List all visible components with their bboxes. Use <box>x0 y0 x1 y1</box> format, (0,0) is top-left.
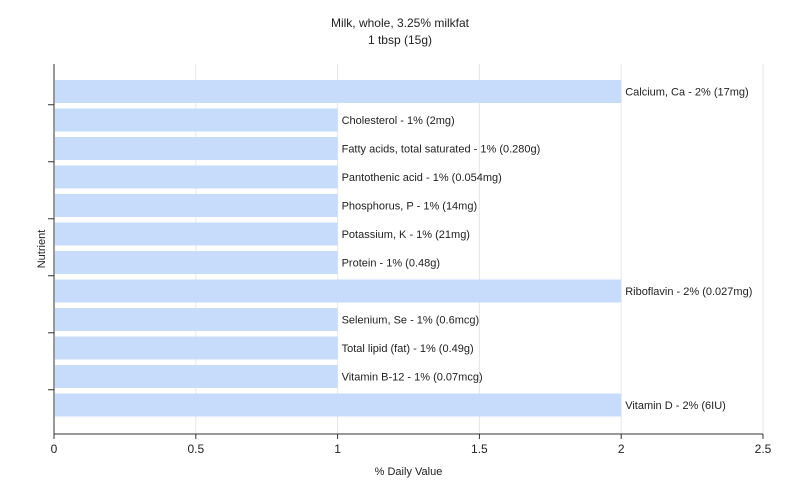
bar-label: Pantothenic acid - 1% (0.054mg) <box>342 172 502 184</box>
bar-label: Vitamin B-12 - 1% (0.07mcg) <box>342 372 483 384</box>
bar <box>55 308 338 331</box>
bar-label: Riboflavin - 2% (0.027mg) <box>625 286 752 298</box>
bar-label: Protein - 1% (0.48g) <box>342 258 440 270</box>
chart-title: Milk, whole, 3.25% milkfat <box>330 16 470 30</box>
bar-label: Potassium, K - 1% (21mg) <box>342 229 470 241</box>
bar-label: Calcium, Ca - 2% (17mg) <box>625 87 748 99</box>
bar-label: Fatty acids, total saturated - 1% (0.280… <box>342 144 541 156</box>
y-axis-label: Nutrient <box>36 229 48 269</box>
x-axis-label: % Daily Value <box>374 466 443 478</box>
bar <box>55 365 338 388</box>
x-tick-label: 0 <box>51 442 58 456</box>
bar <box>55 336 338 360</box>
bar <box>55 251 338 274</box>
bar <box>55 194 338 217</box>
bar <box>55 222 338 246</box>
bar <box>55 393 622 417</box>
bar <box>55 108 338 132</box>
bar-label: Phosphorus, P - 1% (14mg) <box>342 201 478 213</box>
bar-label: Cholesterol - 1% (2mg) <box>342 115 455 127</box>
bar-label: Vitamin D - 2% (6IU) <box>625 400 726 412</box>
x-tick-label: 0.5 <box>187 442 204 456</box>
bar <box>55 165 338 189</box>
bar <box>55 137 338 160</box>
bar <box>55 80 622 103</box>
bar <box>55 279 622 303</box>
chart-subtitle: 1 tbsp (15g) <box>367 33 433 47</box>
x-tick-label: 1.5 <box>471 442 488 456</box>
x-tick-label: 2 <box>618 442 625 456</box>
x-tick-label: 1 <box>334 442 341 456</box>
bar-label: Selenium, Se - 1% (0.6mcg) <box>342 315 480 327</box>
x-tick-label: 2.5 <box>755 442 772 456</box>
bar-label: Total lipid (fat) - 1% (0.49g) <box>342 343 474 355</box>
